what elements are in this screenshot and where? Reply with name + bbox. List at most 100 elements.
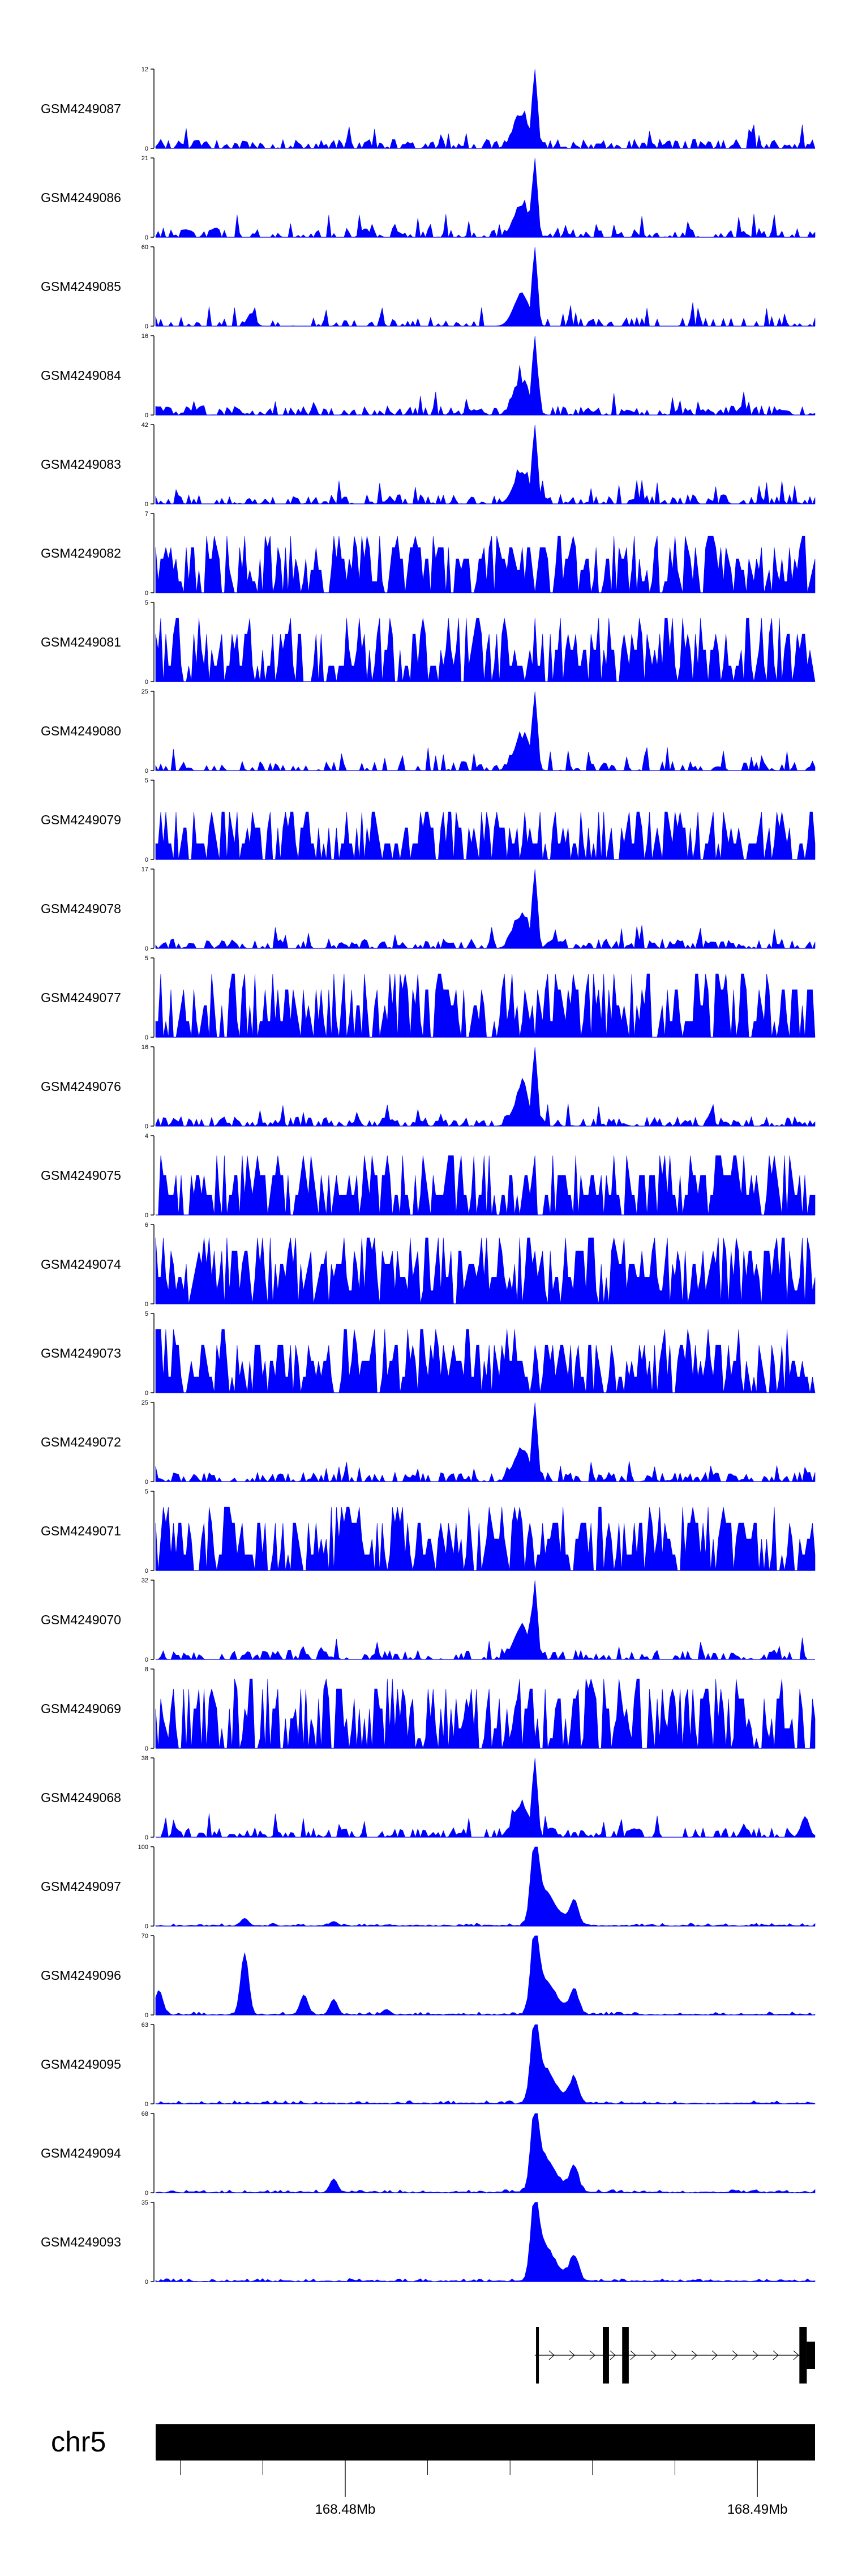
gene-exon [536,2327,539,2384]
track-label: GSM4249074 [41,1257,121,1272]
y-max-label: 5 [145,1488,148,1495]
y-zero-label: 0 [145,1301,148,1308]
y-max-label: 16 [142,1044,148,1051]
track-GSM4249085: GSM4249085 60 0 [41,244,816,330]
coverage-area [155,1329,816,1393]
y-zero-label: 0 [145,679,148,686]
coverage-area [155,973,816,1038]
y-zero-label: 0 [145,768,148,774]
y-max-label: 5 [145,777,148,784]
y-zero-label: 0 [145,1834,148,1841]
y-zero-label: 0 [145,590,148,597]
track-label: GSM4249087 [41,101,121,116]
y-zero-label: 0 [145,1479,148,1486]
strand-arrow [711,2350,718,2360]
strand-arrow [691,2350,697,2360]
coverage-area [155,536,816,593]
gene-exon [807,2342,815,2369]
track-label: GSM4249070 [41,1612,121,1627]
strand-arrow [589,2350,595,2360]
y-max-label: 42 [142,422,148,429]
strand-arrow [630,2350,636,2360]
track-GSM4249095: GSM4249095 63 0 [41,2022,816,2108]
y-zero-label: 0 [145,1212,148,1219]
coverage-area [155,1679,816,1749]
coverage-area [155,247,816,327]
track-GSM4249073: GSM4249073 5 0 [41,1311,816,1397]
track-GSM4249083: GSM4249083 42 0 [41,422,816,508]
coverage-area [156,1580,815,1661]
coverage-area [155,425,816,505]
track-label: GSM4249072 [41,1435,121,1449]
y-max-label: 25 [142,688,148,695]
gene-exon [603,2327,609,2384]
coverage-area [155,811,816,860]
track-label: GSM4249081 [41,635,121,649]
track-label: GSM4249097 [41,1879,121,1894]
y-zero-label: 0 [145,146,148,152]
coverage-area [155,1238,816,1304]
y-zero-label: 0 [145,412,148,419]
y-max-label: 16 [142,333,148,340]
y-max-label: 100 [138,1844,148,1851]
y-zero-label: 0 [145,857,148,863]
track-label: GSM4249078 [41,901,121,916]
coverage-area [155,1402,816,1483]
strand-arrow [773,2350,779,2360]
track-GSM4249080: GSM4249080 25 0 [41,688,816,774]
strand-arrow [569,2350,575,2360]
coverage-area [155,1935,816,2016]
coverage-area [155,336,816,416]
genome-axis: chr5 168.48Mb 168.49Mb [51,2424,815,2517]
y-zero-label: 0 [145,2101,148,2108]
track-GSM4249094: GSM4249094 68 0 [41,2111,816,2197]
track-label: GSM4249096 [41,1968,121,1983]
gene-model [534,2327,815,2384]
track-GSM4249087: GSM4249087 12 0 [41,66,816,152]
coverage-area [155,2202,816,2282]
coverage-area [155,1846,816,1927]
y-zero-label: 0 [145,945,148,952]
track-label: GSM4249085 [41,279,121,294]
y-max-label: 6 [145,1222,148,1229]
y-max-label: 63 [142,2022,148,2029]
y-zero-label: 0 [145,1657,148,1663]
y-zero-label: 0 [145,234,148,241]
coverage-area [155,2024,816,2104]
track-GSM4249069: GSM4249069 8 0 [41,1666,816,1752]
strand-arrow [671,2350,677,2360]
coverage-area [155,69,816,149]
track-label: GSM4249083 [41,457,121,472]
strand-arrow [732,2350,738,2360]
track-label: GSM4249073 [41,1346,121,1360]
coverage-area [155,618,816,682]
track-label: GSM4249075 [41,1168,121,1183]
strand-arrow [548,2350,555,2360]
coverage-area [155,2113,816,2193]
strand-arrow [793,2350,799,2360]
coverage-area [156,1758,816,1838]
coverage-area [155,691,816,772]
track-label: GSM4249071 [41,1524,121,1538]
y-zero-label: 0 [145,1034,148,1041]
y-max-label: 5 [145,955,148,962]
y-max-label: 38 [142,1755,148,1762]
y-zero-label: 0 [145,1123,148,1130]
track-GSM4249075: GSM4249075 4 0 [41,1133,816,1219]
y-max-label: 70 [142,1933,148,1940]
track-label: GSM4249079 [41,812,121,827]
coverage-area [155,1047,816,1127]
strand-arrow [752,2350,758,2360]
y-zero-label: 0 [145,501,148,508]
gene-exon [622,2327,629,2384]
track-label: GSM4249094 [41,2146,121,2160]
y-max-label: 25 [142,1400,148,1406]
coverage-area [155,869,816,949]
track-GSM4249096: GSM4249096 70 0 [41,1933,816,2019]
coverage-area [155,158,816,238]
y-max-label: 5 [145,1311,148,1317]
track-label: GSM4249093 [41,2235,121,2249]
track-GSM4249086: GSM4249086 21 0 [41,155,816,241]
coverage-area [156,1155,816,1216]
